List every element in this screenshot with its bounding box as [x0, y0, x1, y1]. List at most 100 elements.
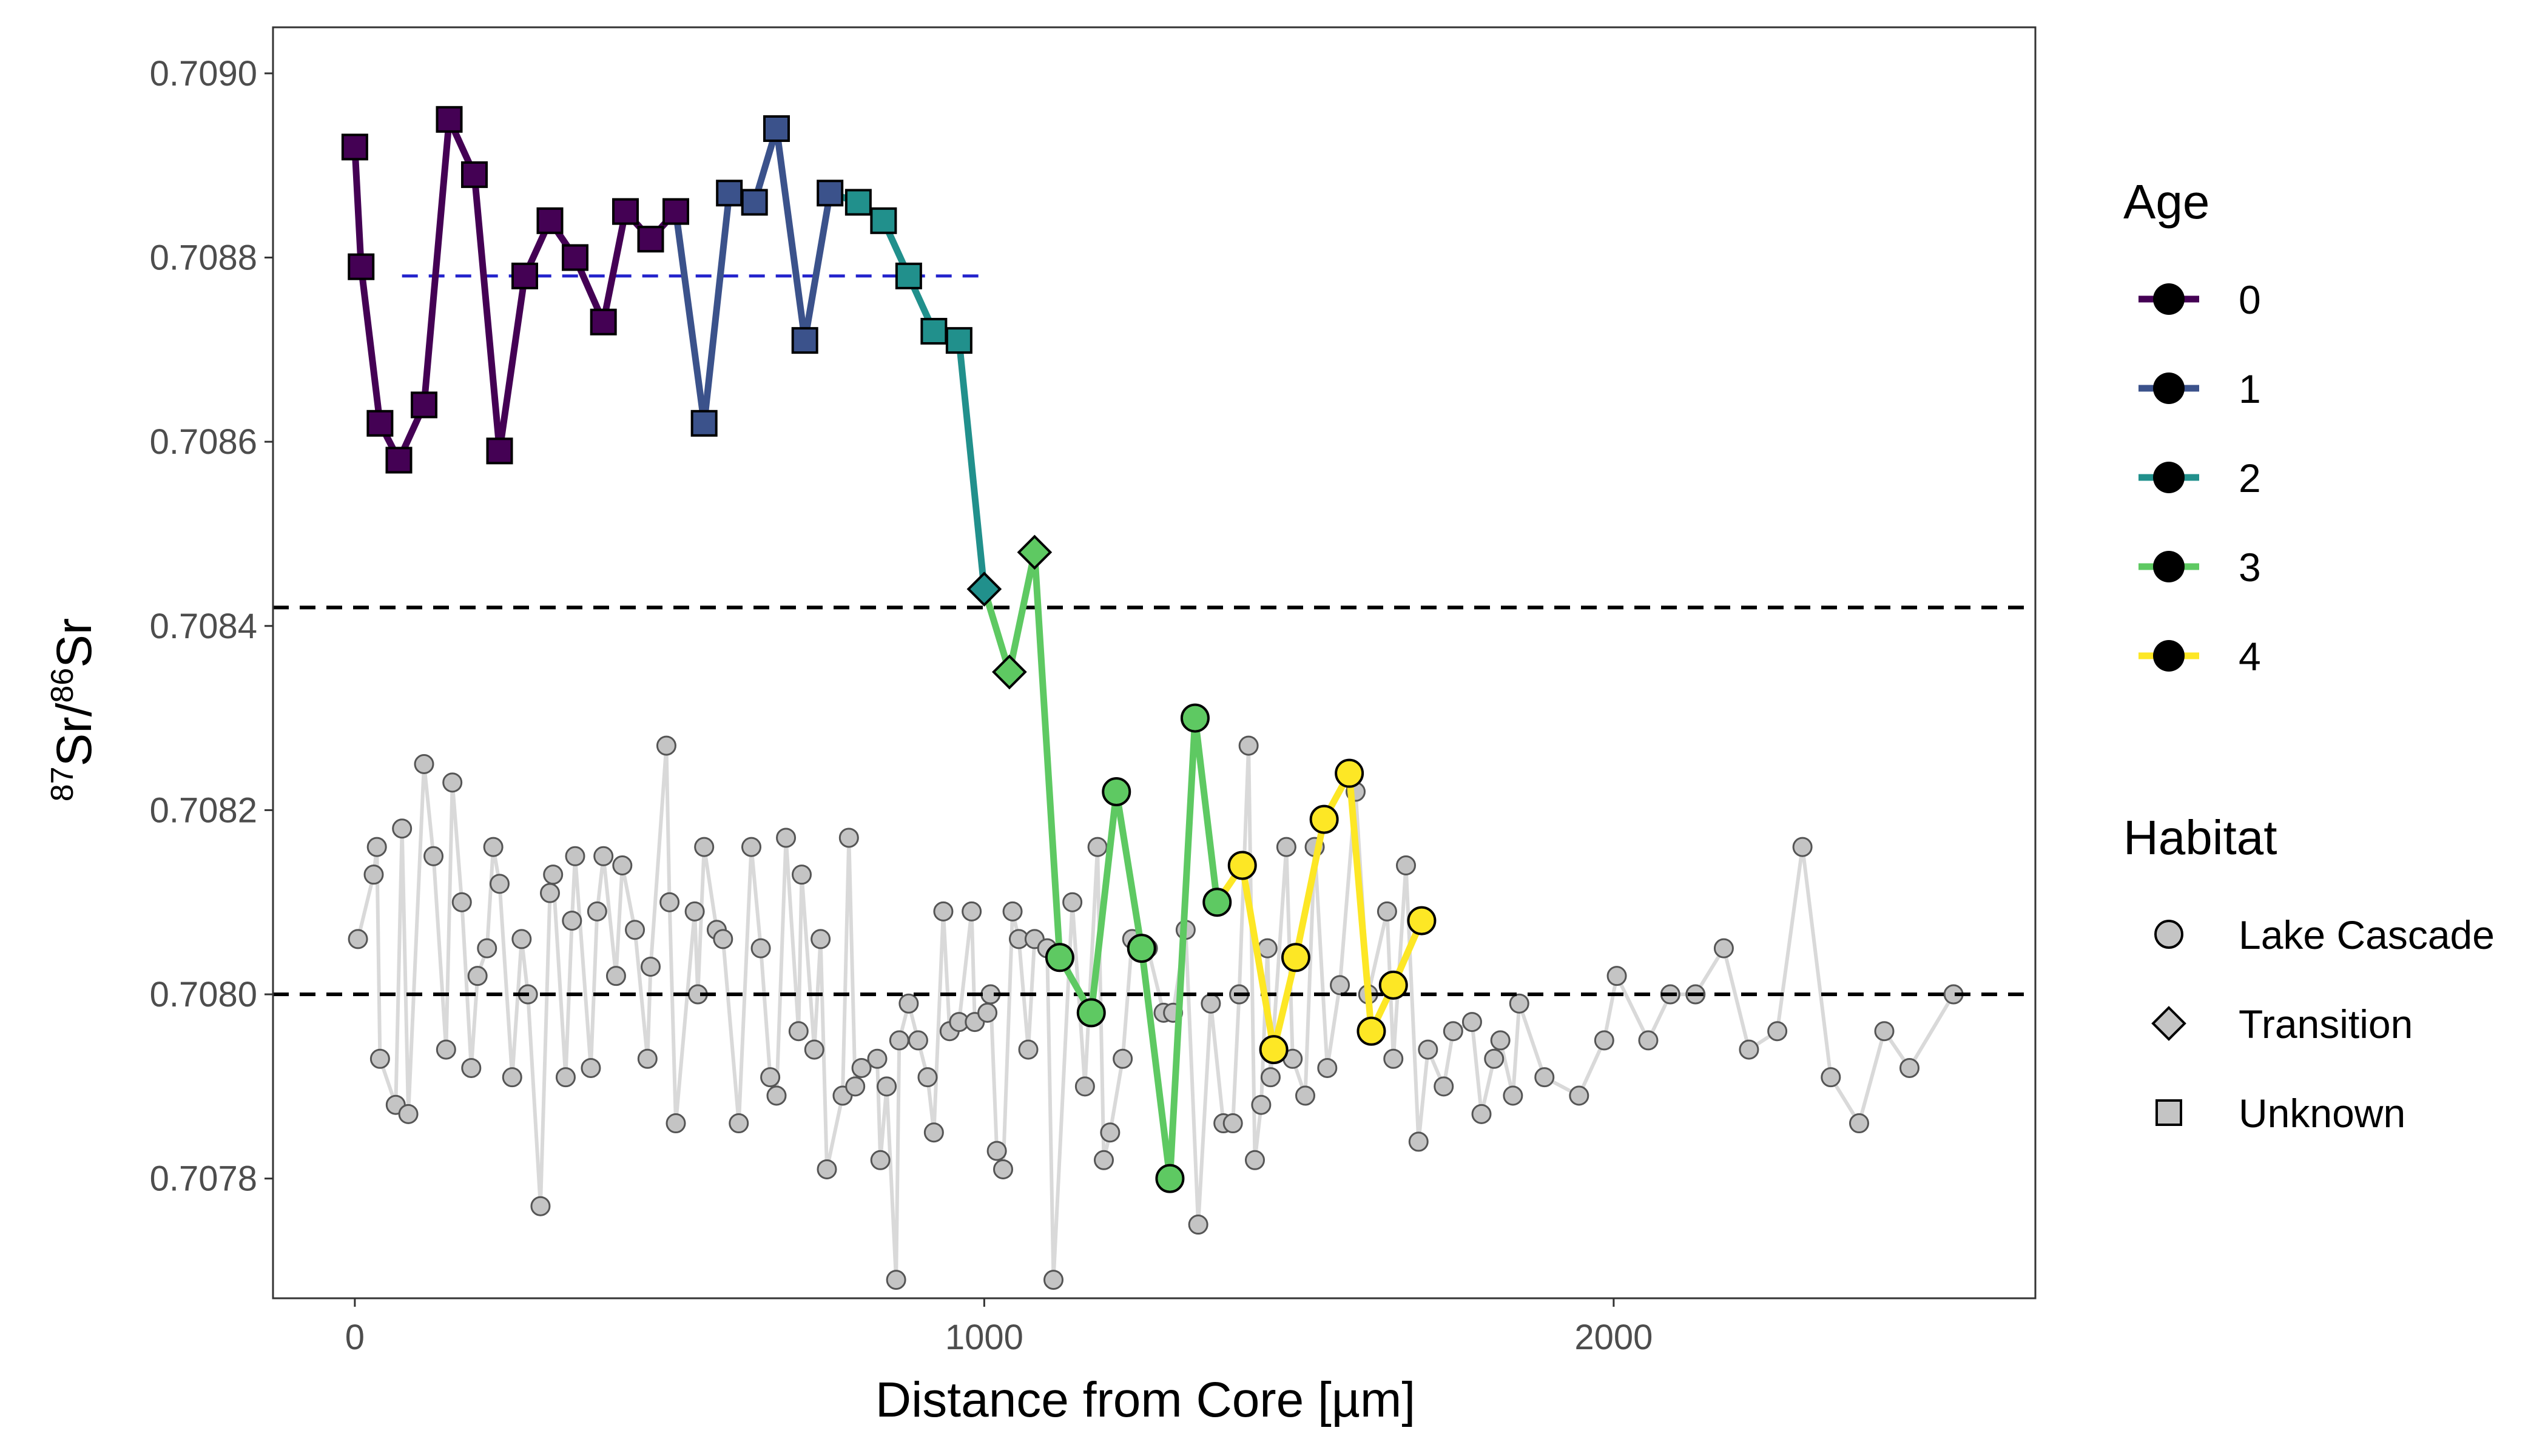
- age-line-segment: [701, 189, 733, 427]
- lake-cascade-point: [1043, 1270, 1063, 1290]
- age-line-segment: [1088, 788, 1120, 1016]
- lake-cascade-point: [1443, 1021, 1463, 1042]
- lake-cascade-point: [886, 1270, 906, 1290]
- lake-cascade-point: [877, 1076, 897, 1097]
- lake-cascade-point: [1222, 1113, 1243, 1134]
- legend-habitat-key-square: [2155, 1099, 2182, 1126]
- lake-cascade-point: [1201, 993, 1221, 1014]
- age-point-unknown: [461, 161, 488, 188]
- lake-cascade-point: [962, 901, 982, 922]
- age-point-lake-cascade: [1407, 906, 1437, 935]
- age-line-segment: [1239, 861, 1278, 1053]
- lake-cascade-point: [1490, 1030, 1511, 1051]
- x-tick-label: 2000: [1574, 1318, 1653, 1357]
- lake-cascade-point: [1062, 892, 1083, 912]
- x-tick-label: 1000: [945, 1318, 1023, 1357]
- lake-cascade-point: [1317, 1057, 1338, 1078]
- age-point-lake-cascade: [1045, 943, 1074, 972]
- age-line-segment: [1166, 715, 1199, 1182]
- legend-age-label: 2: [2239, 456, 2261, 500]
- legend-habitat-label: Lake Cascade: [2239, 912, 2495, 957]
- age-line-segment: [1270, 954, 1299, 1053]
- lake-cascade-point: [1509, 993, 1529, 1014]
- age-point-unknown: [612, 198, 639, 225]
- age-point-lake-cascade: [1335, 758, 1364, 788]
- age-point-unknown: [817, 180, 844, 207]
- lake-cascade-point: [392, 818, 413, 839]
- age-line-segment: [600, 208, 629, 326]
- lake-cascade-point: [870, 1150, 891, 1170]
- legend-habitat-label: Unknown: [2239, 1091, 2405, 1136]
- y-tick-label: 0.7090: [150, 54, 257, 93]
- legend-age-label: 0: [2239, 277, 2261, 322]
- age-point-lake-cascade: [1127, 934, 1156, 963]
- lake-cascade-series: [348, 735, 1964, 1290]
- lake-cascade-point: [641, 956, 661, 977]
- age-point-unknown: [536, 207, 564, 234]
- lake-cascade-point: [1276, 837, 1296, 857]
- lake-cascade-point: [694, 837, 715, 857]
- age-point-unknown: [895, 262, 922, 289]
- lake-cascade-point: [923, 1122, 944, 1143]
- legend-habitat-title: Habitat: [2123, 811, 2277, 864]
- lake-cascade-point: [1377, 901, 1397, 922]
- lake-cascade-point: [659, 892, 680, 912]
- age-point-lake-cascade: [1202, 888, 1232, 917]
- lake-cascade-point: [898, 993, 919, 1014]
- age-point-lake-cascade: [1102, 777, 1131, 807]
- lake-cascade-point: [1087, 837, 1108, 857]
- y-tick-label: 0.7082: [150, 790, 257, 830]
- x-axis-title: Distance from Core [µm]: [875, 1372, 1415, 1427]
- lake-cascade-point: [581, 1057, 601, 1078]
- lake-cascade-point: [933, 901, 954, 922]
- lake-cascade-point: [605, 966, 626, 986]
- lake-cascade-point: [369, 1048, 390, 1069]
- legend-age-key-point: [2153, 640, 2185, 672]
- lake-cascade-point: [1260, 1067, 1281, 1088]
- age-point-unknown: [348, 253, 375, 280]
- lake-cascade-point: [817, 1159, 837, 1179]
- age-point-unknown: [690, 410, 718, 437]
- lake-cascade-point: [788, 1021, 809, 1042]
- lake-cascade-point: [1018, 1039, 1039, 1060]
- y-tick-label: 0.7084: [150, 607, 257, 646]
- lake-cascade-point: [792, 864, 812, 885]
- lake-cascade-point: [1461, 1012, 1482, 1033]
- lake-cascade-point: [1295, 1085, 1315, 1106]
- lake-cascade-point: [750, 938, 771, 959]
- lake-cascade-point: [656, 735, 676, 756]
- age-line-segment: [1113, 788, 1145, 952]
- lake-cascade-point: [1899, 1057, 1919, 1078]
- lake-cascade-point: [845, 1076, 866, 1097]
- lake-cascade-point: [477, 938, 497, 959]
- legend-age-title: Age: [2123, 175, 2209, 229]
- lake-cascade-point: [511, 929, 532, 949]
- age-point-lake-cascade: [1155, 1164, 1185, 1193]
- lake-cascade-point: [461, 1057, 482, 1078]
- age-line-segment: [1292, 816, 1328, 961]
- lake-cascade-point: [1739, 1039, 1759, 1060]
- lake-cascade-point: [1408, 1131, 1429, 1152]
- lake-cascade-point: [1257, 938, 1278, 959]
- y-axis-title: 87Sr/86Sr: [45, 618, 102, 801]
- y-tick-label: 0.7078: [150, 1159, 257, 1199]
- age-line-segment: [1031, 548, 1063, 961]
- age-point-unknown: [741, 189, 768, 216]
- legend-age-key-point: [2153, 551, 2185, 582]
- age-point-unknown: [366, 410, 394, 437]
- lake-cascade-point: [436, 1039, 456, 1060]
- legend-age-key-point: [2153, 372, 2185, 404]
- lake-cascade-point: [776, 827, 797, 848]
- age-line-segment: [420, 116, 453, 408]
- lake-cascade-point: [1849, 1113, 1869, 1134]
- age-point-lake-cascade: [1227, 851, 1257, 880]
- lake-cascade-point: [889, 1030, 909, 1051]
- age-series: [341, 106, 1437, 1193]
- age-point-unknown: [662, 198, 689, 225]
- lake-cascade-point: [1002, 901, 1023, 922]
- age-point-unknown: [436, 106, 463, 133]
- lake-cascade-point: [363, 864, 384, 885]
- lake-cascade-point: [1434, 1076, 1454, 1097]
- lake-cascade-point: [1821, 1067, 1841, 1088]
